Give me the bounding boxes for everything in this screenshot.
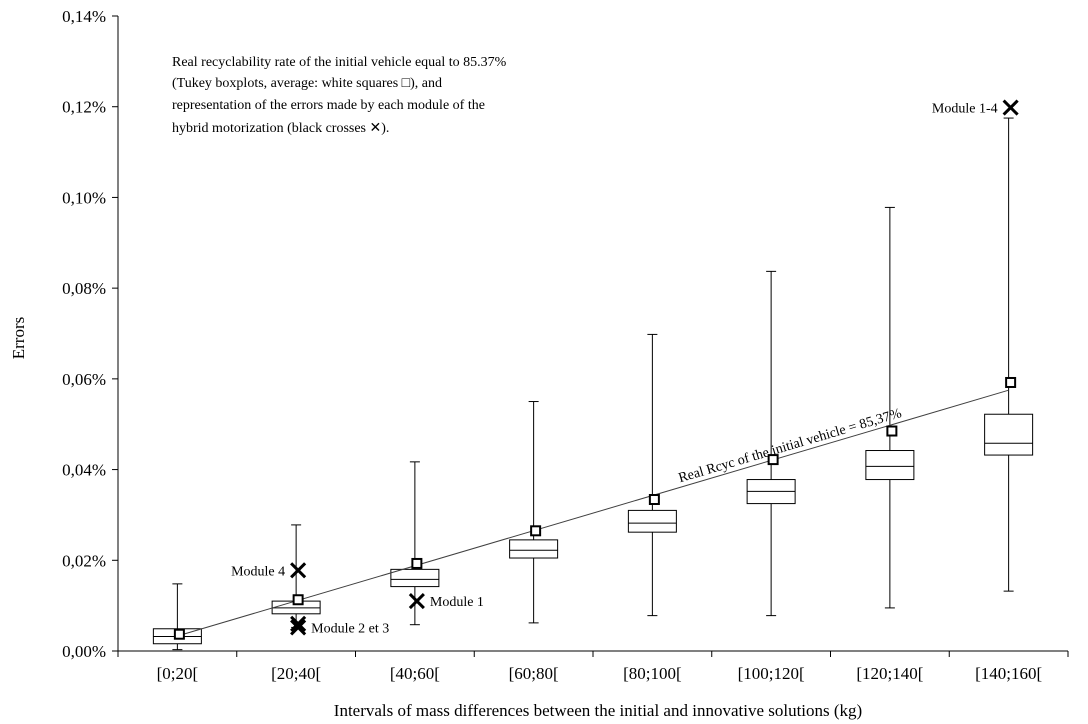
note-line-2: (Tukey boxplots, average: white squares … — [172, 76, 442, 91]
note-line-3: representation of the errors made by eac… — [172, 98, 485, 113]
y-tick-label: 0,06% — [62, 370, 106, 389]
box-7 — [865, 206, 915, 609]
box-5 — [627, 333, 677, 617]
x-tick-label: [100;120[ — [738, 664, 805, 683]
crosses: Module 4 Module 2 et 3 Module 1 Module 1-4 — [231, 99, 1019, 636]
y-tick-label: 0,02% — [62, 551, 106, 570]
y-ticks: 0,00% 0,02% 0,04% 0,06% 0,08% 0,10% 0,12% 0,14% — [62, 7, 118, 661]
x-tick-label: [60;80[ — [509, 664, 559, 683]
module-label: Module 1-4 — [932, 102, 998, 117]
box-iqr — [390, 568, 440, 588]
box-3 — [390, 461, 440, 626]
means — [173, 376, 1017, 640]
box-iqr — [509, 539, 559, 559]
module-cross: Module 1 — [408, 593, 484, 610]
x-tick-label: [20;40[ — [271, 664, 321, 683]
box-iqr — [865, 450, 915, 481]
boxes — [152, 117, 1034, 651]
module-label: Module 1 — [430, 595, 484, 610]
x-tick-label: [0;20[ — [157, 664, 199, 683]
cross-stroke-b — [290, 562, 307, 579]
cross-stroke-b — [290, 615, 307, 632]
x-tick-label: [80;100[ — [623, 664, 682, 683]
chart-note: Real recyclability rate of the initial v… — [172, 55, 507, 136]
box-6 — [746, 270, 796, 617]
mean-marker — [648, 494, 660, 506]
mean-marker — [886, 425, 898, 437]
mean-marker — [1005, 376, 1017, 388]
mean-marker — [767, 454, 779, 466]
x-tick-label: [140;160[ — [975, 664, 1042, 683]
box-iqr — [984, 413, 1034, 456]
y-axis-label: Errors — [9, 317, 28, 359]
trend-line — [177, 389, 1009, 637]
cross-stroke-b — [290, 619, 307, 636]
mean-marker — [411, 557, 423, 569]
y-tick-label: 0,04% — [62, 461, 106, 480]
module-label: Module 4 — [231, 564, 285, 579]
box-iqr — [627, 509, 677, 533]
box-4 — [509, 401, 559, 624]
y-tick-label: 0,14% — [62, 7, 106, 26]
cross-stroke-b — [1002, 99, 1019, 116]
y-tick-label: 0,10% — [62, 188, 106, 207]
box-8 — [984, 117, 1034, 592]
y-tick-label: 0,00% — [62, 642, 106, 661]
x-axis-label: Intervals of mass differences between th… — [334, 701, 862, 720]
module-cross — [290, 615, 307, 632]
x-tick-label: [120;140[ — [856, 664, 923, 683]
mean-marker — [173, 628, 185, 640]
x-tick-label: [40;60[ — [390, 664, 440, 683]
mean-marker — [530, 525, 542, 537]
y-tick-label: 0,12% — [62, 98, 106, 117]
module-label: Module 2 et 3 — [311, 621, 389, 636]
module-cross: Module 1-4 — [932, 99, 1019, 117]
x-ticks: [0;20[ [20;40[ [40;60[ [60;80[ [80;100[ [100;… — [117, 651, 1069, 683]
note-line-1: Real recyclability rate of the initial v… — [172, 55, 507, 70]
mean-marker — [292, 594, 304, 606]
box-1 — [152, 583, 202, 651]
note-line-4: hybrid motorization (black crosses ✕). — [172, 121, 389, 136]
module-cross: Module 4 — [231, 562, 307, 579]
module-cross: Module 2 et 3 — [290, 619, 389, 636]
y-tick-label: 0,08% — [62, 279, 106, 298]
cross-stroke-b — [408, 593, 425, 610]
